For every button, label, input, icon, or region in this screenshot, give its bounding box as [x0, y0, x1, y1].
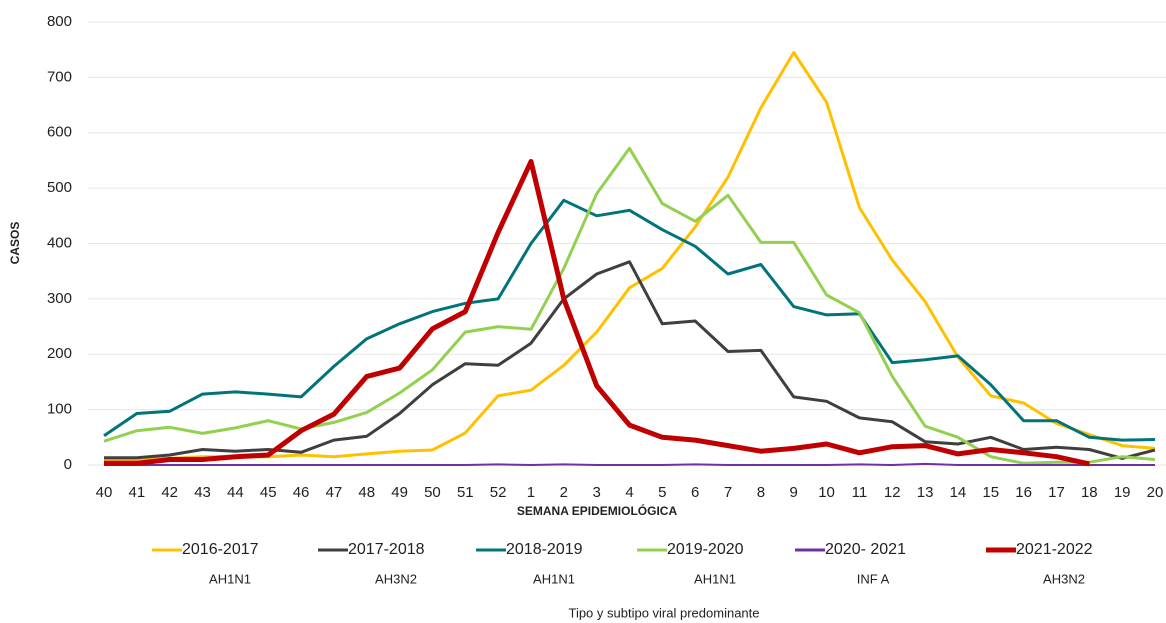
y-axis-title: CASOS: [8, 222, 22, 265]
series-line: [104, 159, 1090, 467]
series-line: [103, 146, 1156, 465]
y-tick-label: 400: [47, 234, 72, 251]
x-tick-label: 14: [950, 484, 967, 501]
x-tick-label: 20: [1147, 484, 1164, 501]
x-tick-label: 13: [917, 484, 934, 501]
x-tick-label: 16: [1015, 484, 1032, 501]
x-tick-label: 41: [129, 484, 146, 501]
legend-subtype: AH3N2: [375, 571, 417, 586]
x-tick-label: 1: [527, 484, 535, 501]
x-tick-label: 10: [818, 484, 835, 501]
legend-label: 2017-2018: [348, 541, 425, 558]
legend-subtype: AH3N2: [1043, 571, 1085, 586]
x-tick-label: 3: [592, 484, 600, 501]
y-tick-label: 600: [47, 124, 72, 141]
legend-label: 2021-2022: [1016, 541, 1093, 558]
x-tick-label: 47: [326, 484, 343, 501]
series-line: [104, 462, 1155, 466]
x-tick-label: 5: [658, 484, 666, 501]
legend-subtype: AH1N1: [209, 571, 251, 586]
y-tick-label: 700: [47, 68, 72, 85]
x-tick-label: 11: [852, 484, 868, 501]
y-tick-label: 0: [64, 456, 72, 473]
x-tick-label: 44: [227, 484, 244, 501]
legend-subtype: AH1N1: [694, 571, 736, 586]
x-tick-label: 40: [96, 484, 113, 501]
x-tick-label: 7: [724, 484, 732, 501]
legend-subtype: AH1N1: [533, 571, 575, 586]
series-line: [104, 260, 1156, 460]
legend-label: 2019-2020: [667, 541, 744, 558]
x-tick-label: 43: [194, 484, 211, 501]
y-tick-label: 500: [47, 179, 72, 196]
x-tick-label: 2: [560, 484, 568, 501]
y-tick-label: 200: [47, 345, 72, 362]
x-tick-label: 8: [757, 484, 765, 501]
y-tick-label: 800: [47, 13, 72, 30]
x-tick-label: 18: [1081, 484, 1098, 501]
x-axis-title: SEMANA EPIDEMIOLÓGICA: [517, 503, 678, 518]
legend-label: 2018-2019: [506, 541, 583, 558]
legend-label: 2016-2017: [182, 541, 259, 558]
x-tick-label: 12: [884, 484, 901, 501]
x-tick-label: 46: [293, 484, 310, 501]
x-tick-label: 17: [1048, 484, 1065, 501]
series-line: [103, 198, 1156, 442]
y-tick-label: 100: [47, 401, 72, 418]
x-tick-label: 51: [457, 484, 474, 501]
x-tick-label: 50: [424, 484, 441, 501]
y-tick-label: 300: [47, 290, 72, 307]
x-tick-label: 48: [358, 484, 375, 501]
x-tick-label: 49: [391, 484, 408, 501]
x-tick-label: 42: [161, 484, 178, 501]
x-tick-label: 15: [982, 484, 999, 501]
x-tick-label: 9: [790, 484, 798, 501]
x-tick-label: 4: [625, 484, 633, 501]
legend-title: Tipo y subtipo viral predominante: [568, 605, 759, 620]
x-tick-label: 19: [1114, 484, 1131, 501]
x-tick-label: 6: [691, 484, 699, 501]
legend-label: 2020- 2021: [825, 541, 906, 558]
series-line: [104, 51, 1156, 461]
x-tick-label: 45: [260, 484, 277, 501]
legend-subtype: INF A: [857, 571, 890, 586]
x-tick-label: 52: [490, 484, 507, 501]
